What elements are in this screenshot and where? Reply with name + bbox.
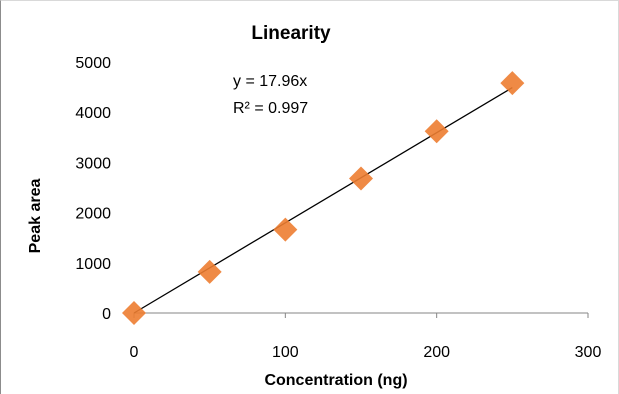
- x-axis-ticks: 0 100 200 300: [130, 344, 602, 361]
- y-tick-label: 3000: [75, 155, 111, 172]
- r-squared-label: R² = 0.997: [233, 100, 308, 117]
- trendline-equation: y = 17.96x: [233, 73, 307, 90]
- data-point-marker: [424, 119, 449, 144]
- data-point-marker: [197, 259, 222, 284]
- x-tick-label: 300: [575, 344, 602, 361]
- x-axis-title: Concentration (ng): [264, 372, 407, 389]
- chart-title: Linearity: [251, 23, 331, 44]
- data-point-marker: [273, 217, 298, 242]
- y-tick-label: 2000: [75, 206, 111, 223]
- y-tick-label: 1000: [75, 256, 111, 273]
- y-tick-label: 4000: [75, 105, 111, 122]
- data-point-marker: [349, 166, 373, 191]
- data-points: [122, 71, 525, 325]
- x-tick-label: 0: [130, 344, 139, 361]
- x-axis-tick-marks: [133, 313, 589, 318]
- y-tick-label: 5000: [75, 55, 111, 72]
- data-point-marker: [122, 301, 146, 325]
- x-tick-label: 200: [423, 344, 450, 361]
- y-axis-title: Peak area: [27, 179, 44, 254]
- y-axis-ticks: 0 1000 2000 3000 4000 5000: [75, 55, 111, 323]
- y-tick-label: 0: [102, 306, 111, 323]
- data-point-marker: [500, 71, 525, 96]
- x-tick-label: 100: [272, 344, 299, 361]
- trendline: [133, 87, 513, 314]
